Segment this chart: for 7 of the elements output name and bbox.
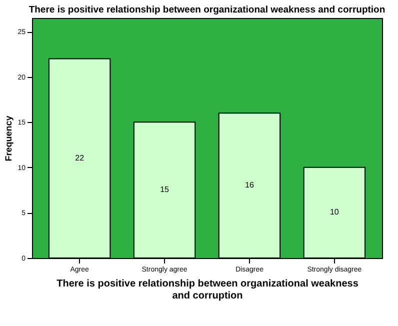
chart-title: There is positive relationship between organizational weakness and corruption bbox=[28, 4, 386, 16]
data-label: 15 bbox=[160, 185, 170, 194]
y-axis-title: Frequency bbox=[4, 116, 14, 162]
x-axis-title: There is positive relationship between organizational weakness and corruption bbox=[56, 278, 359, 302]
data-label: 22 bbox=[75, 153, 85, 162]
data-label: 16 bbox=[245, 180, 254, 190]
data-label: 10 bbox=[330, 208, 340, 217]
